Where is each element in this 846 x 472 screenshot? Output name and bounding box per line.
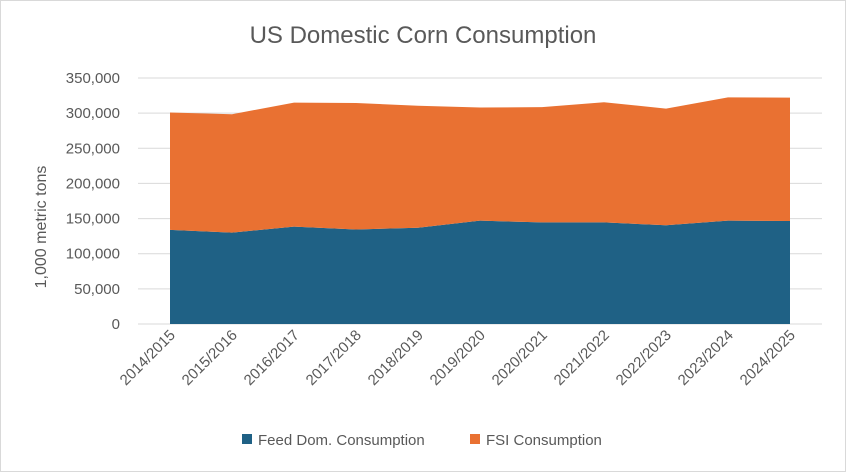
- y-axis-label: 1,000 metric tons: [33, 166, 50, 289]
- x-tick-label: 2023/2024: [675, 327, 737, 389]
- y-tick-label: 200,000: [66, 175, 120, 192]
- x-tick-label: 2014/2015: [117, 327, 179, 389]
- x-tick-label: 2022/2023: [613, 327, 675, 389]
- y-tick-label: 150,000: [66, 211, 120, 228]
- y-tick-label: 100,000: [66, 246, 120, 263]
- x-tick-label: 2016/2017: [241, 327, 303, 389]
- area-series-fsi: [170, 97, 790, 233]
- x-axis-ticks: 2014/2015 2015/2016 2016/2017 2017/2018 2018…: [117, 327, 799, 389]
- y-tick-label: 250,000: [66, 140, 120, 157]
- legend: Feed Dom. Consumption FSI Consumption: [242, 432, 602, 449]
- y-tick-label: 0: [112, 316, 120, 333]
- y-tick-label: 350,000: [66, 70, 120, 87]
- y-tick-label: 50,000: [74, 281, 120, 298]
- area-series-layer: [170, 97, 790, 324]
- x-tick-label: 2024/2025: [737, 327, 799, 389]
- legend-swatch-feed: [242, 434, 252, 444]
- area-series-feed: [170, 220, 790, 324]
- x-tick-label: 2020/2021: [489, 327, 551, 389]
- x-tick-label: 2018/2019: [365, 327, 427, 389]
- x-tick-label: 2019/2020: [427, 327, 489, 389]
- x-tick-label: 2015/2016: [179, 327, 241, 389]
- x-tick-label: 2017/2018: [303, 327, 365, 389]
- legend-swatch-fsi: [470, 434, 480, 444]
- y-axis-ticks: 0 50,000 100,000 150,000 200,000 250,000 300,0…: [66, 70, 120, 333]
- x-tick-label: 2021/2022: [551, 327, 613, 389]
- y-tick-label: 300,000: [66, 105, 120, 122]
- legend-label-fsi: FSI Consumption: [486, 432, 602, 449]
- chart-title: US Domestic Corn Consumption: [250, 22, 597, 49]
- legend-label-feed: Feed Dom. Consumption: [258, 432, 425, 449]
